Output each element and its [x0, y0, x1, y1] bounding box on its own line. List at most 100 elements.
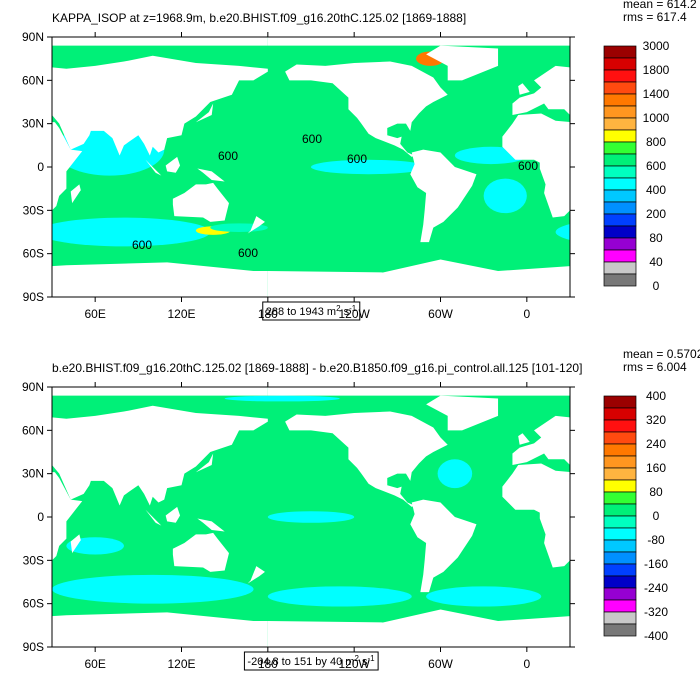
stat-text: rms = 617.4 [623, 10, 687, 24]
field-region [66, 537, 124, 555]
colorbar-box [603, 165, 637, 179]
colorbar-label: 80 [649, 231, 663, 245]
colorbar-box [603, 455, 637, 469]
colorbar-label: -160 [644, 557, 668, 571]
land [691, 183, 700, 222]
contour-label: 600 [218, 149, 238, 163]
contour-label: 600 [238, 246, 258, 260]
colorbar-label: 0 [653, 279, 660, 293]
field-region [52, 574, 254, 604]
map [0, 37, 700, 297]
x-tick-label: 120E [167, 307, 195, 321]
info-part: 288 to 1943 m [266, 306, 336, 318]
field-region [267, 586, 412, 607]
colorbar-box [603, 599, 637, 613]
contour-label: 600 [302, 132, 322, 146]
colorbar-box [603, 201, 637, 215]
field-region [426, 586, 542, 607]
colorbar-box [603, 117, 637, 131]
land [197, 168, 225, 182]
y-tick-label: 30S [23, 203, 44, 217]
land [684, 507, 698, 523]
colorbar-box [603, 491, 637, 505]
contour-label: 600 [132, 238, 152, 252]
colorbar-box [603, 479, 637, 493]
y-tick-label: 90N [22, 380, 44, 394]
y-tick-label: 90S [23, 640, 44, 654]
colorbar-box [603, 177, 637, 191]
land [518, 433, 530, 445]
info-part: 2 [336, 304, 341, 313]
land [197, 518, 225, 532]
x-tick-label: 0 [523, 657, 530, 671]
colorbar-box [603, 431, 637, 445]
colorbar-box [603, 225, 637, 239]
colorbar-label: 40 [649, 255, 663, 269]
stat-text: mean = 614.2 [623, 0, 697, 11]
info-text: -204.8 to 151 by 40 m2 s-1 [247, 654, 375, 668]
y-tick-label: 60N [22, 73, 44, 87]
colorbar-label: -80 [647, 533, 665, 547]
colorbar-label: 1000 [643, 111, 670, 125]
colorbar-label: 160 [646, 461, 666, 475]
land [0, 433, 12, 445]
colorbar-box [603, 395, 637, 409]
colorbar-box [603, 623, 637, 637]
land [247, 216, 265, 234]
land [52, 405, 268, 506]
colorbar-box [603, 129, 637, 143]
colorbar-box [603, 563, 637, 577]
land [664, 510, 680, 526]
x-tick-label: 120W [338, 307, 370, 321]
stat-text: mean = 0.5702 [623, 347, 700, 361]
land [195, 453, 214, 473]
land [145, 159, 162, 176]
land [267, 37, 570, 46]
land [52, 37, 268, 46]
land [70, 184, 81, 204]
colorbar-box [603, 539, 637, 553]
land [285, 61, 448, 157]
y-tick-label: 90S [23, 290, 44, 304]
x-tick-label: 0 [523, 307, 530, 321]
land [502, 113, 570, 218]
contour-label: 600 [518, 159, 538, 173]
field-region [310, 159, 427, 175]
colorbar-box [603, 261, 637, 275]
info-part: -1 [367, 654, 375, 663]
x-tick-label: 120E [167, 657, 195, 671]
colorbar-label: -320 [644, 605, 668, 619]
panel-title: KAPPA_ISOP at z=1968.9m, b.e20.BHIST.f09… [52, 11, 466, 25]
field-region [555, 224, 570, 240]
field-region [52, 217, 211, 247]
colorbar-box [603, 213, 637, 227]
map [0, 387, 700, 647]
colorbar-label: 240 [646, 437, 666, 451]
land [518, 83, 530, 95]
y-tick-label: 30N [22, 117, 44, 131]
land [691, 533, 700, 572]
info-text: 288 to 1943 m2 s-1 [266, 304, 357, 318]
colorbar-box [603, 141, 637, 155]
land [267, 259, 570, 297]
field-region [437, 459, 473, 489]
colorbar-label: 320 [646, 413, 666, 427]
field-region [267, 511, 355, 523]
info-part: -204.8 to 151 by 40 m [247, 656, 354, 668]
land [165, 506, 181, 523]
colorbar-label: 3000 [643, 39, 670, 53]
y-tick-label: 60S [23, 247, 44, 261]
land [0, 83, 12, 95]
x-tick-label: 60W [428, 657, 453, 671]
land [589, 534, 599, 553]
land [52, 387, 268, 396]
colorbar-label: 800 [646, 135, 666, 149]
colorbar-box [603, 527, 637, 541]
colorbar-box [603, 443, 637, 457]
colorbar-label: 80 [649, 485, 663, 499]
colorbar-label: 600 [646, 159, 666, 173]
land [502, 463, 570, 568]
land [52, 471, 83, 561]
colorbar-box [603, 69, 637, 83]
x-tick-label: 60E [84, 657, 105, 671]
